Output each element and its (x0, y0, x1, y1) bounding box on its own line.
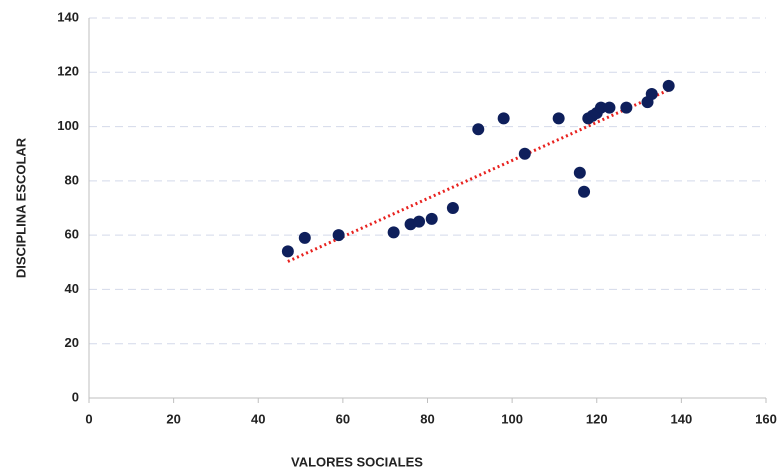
data-point (573, 166, 586, 179)
trendline (287, 88, 670, 263)
data-point (552, 112, 565, 125)
x-tick-label: 160 (755, 411, 777, 426)
y-axis-label: DISCIPLINA ESCOLAR (13, 137, 28, 278)
y-tick-label: 20 (65, 335, 79, 350)
x-tick-label: 60 (336, 411, 350, 426)
data-point (620, 101, 633, 114)
x-tick-label: 20 (166, 411, 180, 426)
data-point (603, 101, 616, 114)
data-point (578, 185, 591, 198)
x-tick-label: 80 (420, 411, 434, 426)
data-point (518, 147, 531, 160)
data-point (281, 245, 294, 258)
y-tick-label: 80 (65, 172, 79, 187)
x-tick-label: 0 (85, 411, 92, 426)
x-tick-label: 120 (586, 411, 608, 426)
x-tick-label: 100 (501, 411, 523, 426)
data-point (425, 212, 438, 225)
y-tick-label: 60 (65, 227, 79, 242)
data-point (413, 215, 426, 228)
y-tick-label: 120 (57, 64, 79, 79)
y-tick-label: 40 (65, 281, 79, 296)
x-tick-label: 140 (671, 411, 693, 426)
data-point (387, 226, 400, 239)
x-tick-label: 40 (251, 411, 265, 426)
data-point (594, 101, 607, 114)
data-point (497, 112, 510, 125)
y-tick-label: 140 (57, 9, 79, 24)
data-point (645, 88, 658, 100)
y-tick-label: 100 (57, 118, 79, 133)
data-point (662, 79, 675, 92)
data-point (472, 123, 485, 136)
data-point (446, 202, 459, 214)
data-point (332, 229, 345, 242)
x-axis-label: VALORES SOCIALES (291, 454, 423, 469)
data-point (298, 231, 311, 244)
y-tick-label: 0 (72, 389, 79, 404)
